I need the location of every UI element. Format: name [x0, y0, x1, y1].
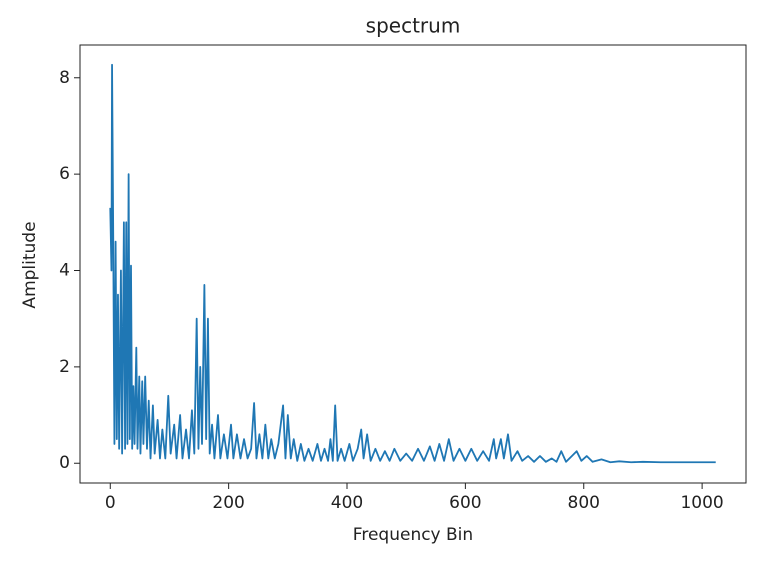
x-axis-label: Frequency Bin	[353, 525, 473, 545]
spectrum-line	[109, 63, 716, 464]
y-tick-label: 8	[59, 68, 70, 88]
x-tick-label: 0	[105, 493, 116, 513]
y-tick-label: 2	[59, 357, 70, 377]
plot-frame	[79, 44, 747, 484]
y-tick-label: 6	[59, 164, 70, 184]
y-tick-label: 0	[59, 453, 70, 473]
x-tick-label: 1000	[680, 493, 723, 513]
y-axis-label: Amplitude	[20, 221, 40, 308]
x-tick-label: 600	[449, 493, 481, 513]
x-tick-label: 800	[568, 493, 600, 513]
x-tick-label: 400	[331, 493, 363, 513]
y-tick-label: 4	[59, 261, 70, 281]
x-tick-label: 200	[212, 493, 244, 513]
chart-title: spectrum	[366, 14, 461, 38]
